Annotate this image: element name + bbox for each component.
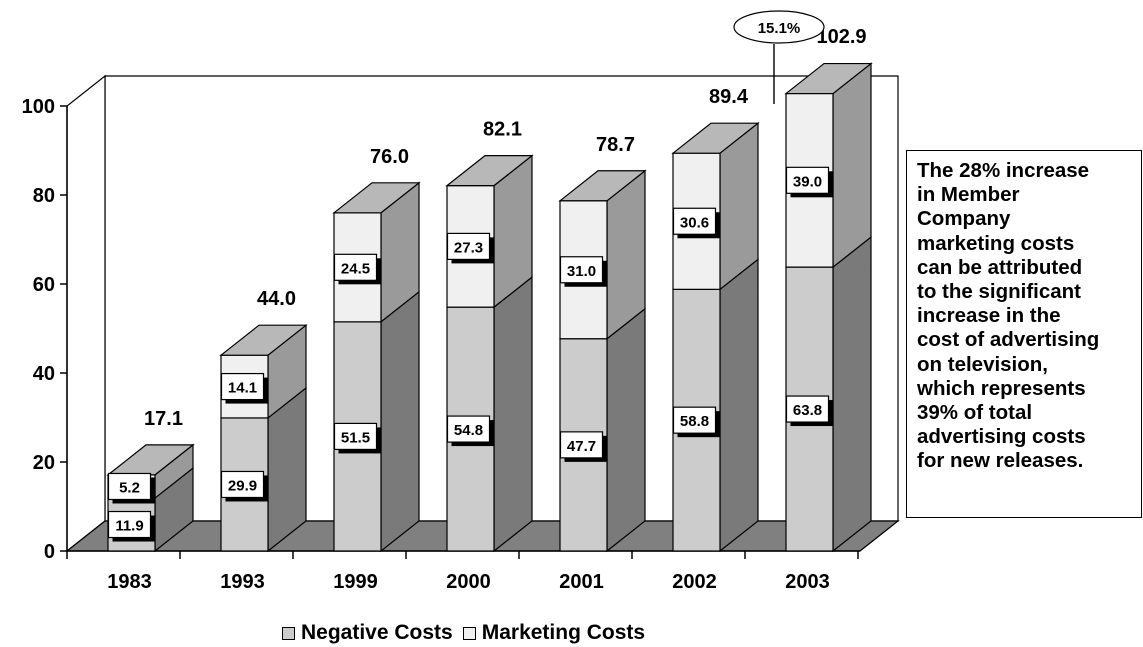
- x-tick-label: 1993: [220, 571, 265, 593]
- data-label-negative-costs-box: [333, 422, 378, 451]
- bar-top: [332, 182, 421, 214]
- data-label-marketing-costs-box: [220, 372, 265, 401]
- x-tick-label: 1999: [333, 571, 378, 593]
- data-label-negative-costs-text: 51.5: [341, 429, 370, 446]
- y-tick-label: 0: [44, 541, 55, 563]
- legend-swatch-negative-costs: [282, 626, 295, 640]
- data-label-negative-costs: 63.8: [785, 395, 833, 427]
- data-label-negative-costs-text: 54.8: [454, 422, 483, 439]
- data-label-marketing-costs-box: [333, 253, 378, 281]
- data-label-marketing-costs-box: [559, 256, 604, 284]
- data-label-marketing-costs: 5.2: [107, 472, 155, 504]
- y-tick-label: 40: [33, 363, 55, 385]
- data-label-marketing-costs-text: 5.2: [119, 479, 140, 496]
- data-label-negative-costs-box: [785, 395, 830, 423]
- data-label-negative-costs-box: [672, 406, 717, 434]
- x-tick-label: 2003: [785, 571, 830, 593]
- bar-negative-costs: [446, 275, 533, 553]
- y-tick-label: 100: [22, 96, 55, 118]
- data-label-negative-costs-text: 29.9: [228, 477, 257, 494]
- bar-top: [219, 324, 308, 356]
- bar-negative-costs: [672, 258, 759, 553]
- data-label-marketing-costs-text: 24.5: [341, 260, 370, 277]
- data-label-marketing-costs-text: 31.0: [567, 263, 596, 280]
- y-tick-label: 60: [33, 274, 55, 296]
- bar-negative-costs-side: [380, 290, 420, 553]
- bar-negative-costs-side: [493, 275, 533, 553]
- data-label-marketing-costs-text: 14.1: [228, 380, 257, 397]
- legend-label-negative-costs: Negative Costs: [301, 621, 453, 644]
- data-label-marketing-costs: 31.0: [559, 256, 607, 287]
- data-label-marketing-costs-text: 39.0: [793, 173, 822, 190]
- data-label-negative-costs-text: 63.8: [793, 402, 822, 419]
- x-tick-label: 2002: [672, 571, 717, 593]
- y-tick-label: 20: [33, 452, 55, 474]
- bar-negative-costs: [785, 235, 872, 553]
- data-label-marketing-costs-box: [107, 472, 152, 501]
- data-label-negative-costs: 58.8: [672, 406, 720, 438]
- data-label-marketing-costs: 30.6: [672, 207, 720, 239]
- bar-negative-costs: [333, 290, 420, 553]
- total-label: 89.4: [709, 86, 749, 108]
- total-label: 78.7: [596, 134, 635, 156]
- data-label-negative-costs-text: 47.7: [567, 438, 596, 455]
- bar-top: [784, 62, 873, 95]
- total-label: 17.1: [144, 408, 183, 430]
- data-label-marketing-costs-box: [672, 207, 717, 235]
- x-tick-label: 1983: [107, 571, 152, 593]
- data-label-negative-costs-box: [220, 470, 265, 499]
- data-label-marketing-costs-box: [785, 166, 830, 194]
- bar-top: [558, 170, 647, 202]
- data-label-marketing-costs-text: 27.3: [454, 239, 483, 256]
- data-label-marketing-costs-text: 30.6: [680, 214, 709, 231]
- y-axis: 0 20 40 60 80 100: [22, 96, 68, 563]
- data-label-negative-costs-text: 11.9: [115, 518, 143, 535]
- bar-negative-costs-side: [832, 235, 872, 553]
- data-label-negative-costs: 29.9: [220, 470, 268, 502]
- legend-label-marketing-costs: Marketing Costs: [481, 621, 646, 644]
- bar-top: [445, 155, 534, 187]
- data-label-marketing-costs: 24.5: [333, 253, 381, 285]
- annotation-text: 15.1%: [758, 20, 801, 37]
- data-label-negative-costs: 47.7: [559, 431, 607, 462]
- data-label-negative-costs: 51.5: [333, 422, 381, 454]
- data-label-negative-costs: 11.9: [107, 510, 155, 542]
- commentary-box: The 28% increase in Member Company marke…: [906, 150, 1142, 518]
- annotation-bubble: [733, 10, 825, 44]
- x-tick-label: 2000: [446, 571, 491, 593]
- side-wall: [66, 74, 106, 553]
- legend-swatch-marketing-costs: [462, 626, 476, 640]
- data-label-negative-costs-box: [446, 415, 491, 443]
- bar-marketing-costs-side: [832, 62, 872, 269]
- data-label-marketing-costs-box: [446, 232, 491, 260]
- data-label-marketing-costs: 27.3: [446, 232, 494, 264]
- legend: Negative Costs Marketing Costs: [282, 621, 655, 645]
- bar-negative-costs-side: [719, 258, 759, 553]
- y-tick-label: 80: [33, 185, 55, 207]
- x-tick-label: 2001: [559, 571, 604, 593]
- total-label: 82.1: [483, 119, 522, 141]
- legend-item-negative-costs: Negative Costs: [282, 621, 453, 645]
- bar-negative-costs: [559, 307, 646, 553]
- data-label-negative-costs-box: [559, 431, 604, 459]
- data-label-marketing-costs: 39.0: [785, 166, 833, 198]
- total-label: 76.0: [370, 146, 409, 168]
- data-label-marketing-costs: 14.1: [220, 372, 268, 404]
- x-axis: 1983 1993 1999 2000 2001 2002 2003: [66, 550, 860, 593]
- data-label-negative-costs: 54.8: [446, 415, 494, 447]
- legend-item-marketing-costs: Marketing Costs: [462, 621, 646, 645]
- data-label-negative-costs-box: [107, 510, 152, 539]
- bar-negative-costs-side: [606, 307, 646, 553]
- data-label-negative-costs-text: 58.8: [680, 413, 709, 430]
- total-label: 102.9: [816, 26, 866, 48]
- bar-top: [671, 122, 760, 154]
- total-label: 44.0: [257, 288, 296, 310]
